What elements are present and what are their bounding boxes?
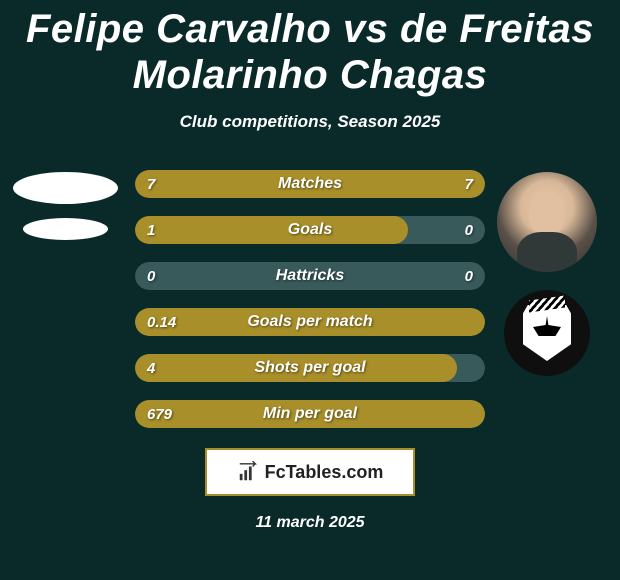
stat-label: Goals [135,216,485,244]
stat-value-right: 0 [465,216,473,244]
page-title: Felipe Carvalho vs de Freitas Molarinho … [0,0,620,98]
stat-row: 0Hattricks0 [135,262,485,290]
footer-brand-box: FcTables.com [205,448,415,496]
stat-label: Goals per match [135,308,485,336]
stat-row: 7Matches7 [135,170,485,198]
stat-label: Min per goal [135,400,485,428]
stat-row: 0.14Goals per match [135,308,485,336]
date-text: 11 march 2025 [0,514,620,532]
stat-label: Hattricks [135,262,485,290]
stats-container: 7Matches71Goals00Hattricks00.14Goals per… [0,170,620,428]
stat-row: 1Goals0 [135,216,485,244]
stat-row: 679Min per goal [135,400,485,428]
stat-row: 4Shots per goal [135,354,485,382]
bar-chart-icon [237,461,259,483]
stat-value-right: 0 [465,262,473,290]
stat-value-right: 7 [465,170,473,198]
stat-label: Matches [135,170,485,198]
footer-brand-text: FcTables.com [265,462,384,483]
subtitle: Club competitions, Season 2025 [0,112,620,132]
stat-label: Shots per goal [135,354,485,382]
